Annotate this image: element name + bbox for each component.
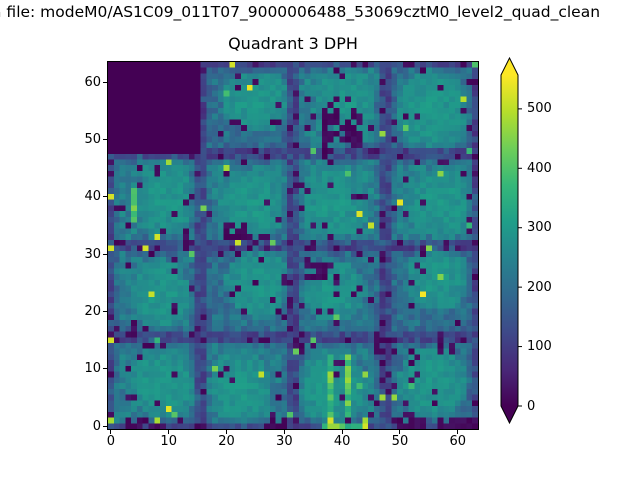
y-tick-label: 30 [84,246,101,262]
y-tick-label: 10 [84,361,101,377]
colorbar-tick-label: 0 [527,398,536,414]
axis-tick-mark [103,310,107,312]
plot-title: Quadrant 3 DPH [228,34,358,53]
colorbar-tick-label: 200 [527,279,552,295]
y-tick-label: 40 [84,189,101,205]
axis-tick-mark [168,430,170,434]
dph-heatmap-image [108,62,478,429]
axis-tick-mark [341,430,343,434]
axis-tick-mark [457,430,459,434]
colorbar [500,56,522,425]
x-tick-label: 40 [333,434,351,449]
y-tick-label: 50 [84,131,101,147]
axis-tick-mark [283,430,285,434]
x-tick-label: 60 [449,434,467,449]
axis-tick-mark [103,253,107,255]
y-tick-label: 20 [84,303,101,319]
axis-tick-mark [110,430,112,434]
x-tick-label: 50 [391,434,409,449]
colorbar-tick-label: 300 [527,220,552,236]
y-tick-label: 60 [84,74,101,90]
axes-frame [107,61,479,430]
axis-tick-mark [399,430,401,434]
x-tick-label: 20 [218,434,235,449]
x-tick-label: 10 [160,434,177,449]
axis-tick-mark [103,368,107,370]
colorbar-bar [500,56,519,425]
y-tick-label: 0 [92,418,101,434]
axis-tick-mark [103,81,107,83]
axis-tick-mark [103,425,107,427]
figure-suptitle: a file: modeM0/AS1C09_011T07_9000006488_… [0,3,601,21]
axis-tick-mark [103,196,107,198]
axis-tick-mark [103,138,107,140]
axis-tick-mark [226,430,228,434]
colorbar-tick-label: 100 [527,339,552,355]
x-tick-label: 30 [276,434,293,449]
x-tick-label: 0 [106,434,116,449]
colorbar-tick-label: 500 [527,101,552,117]
colorbar-tick-label: 400 [527,160,552,176]
colorbar-tick-marks [518,108,522,407]
